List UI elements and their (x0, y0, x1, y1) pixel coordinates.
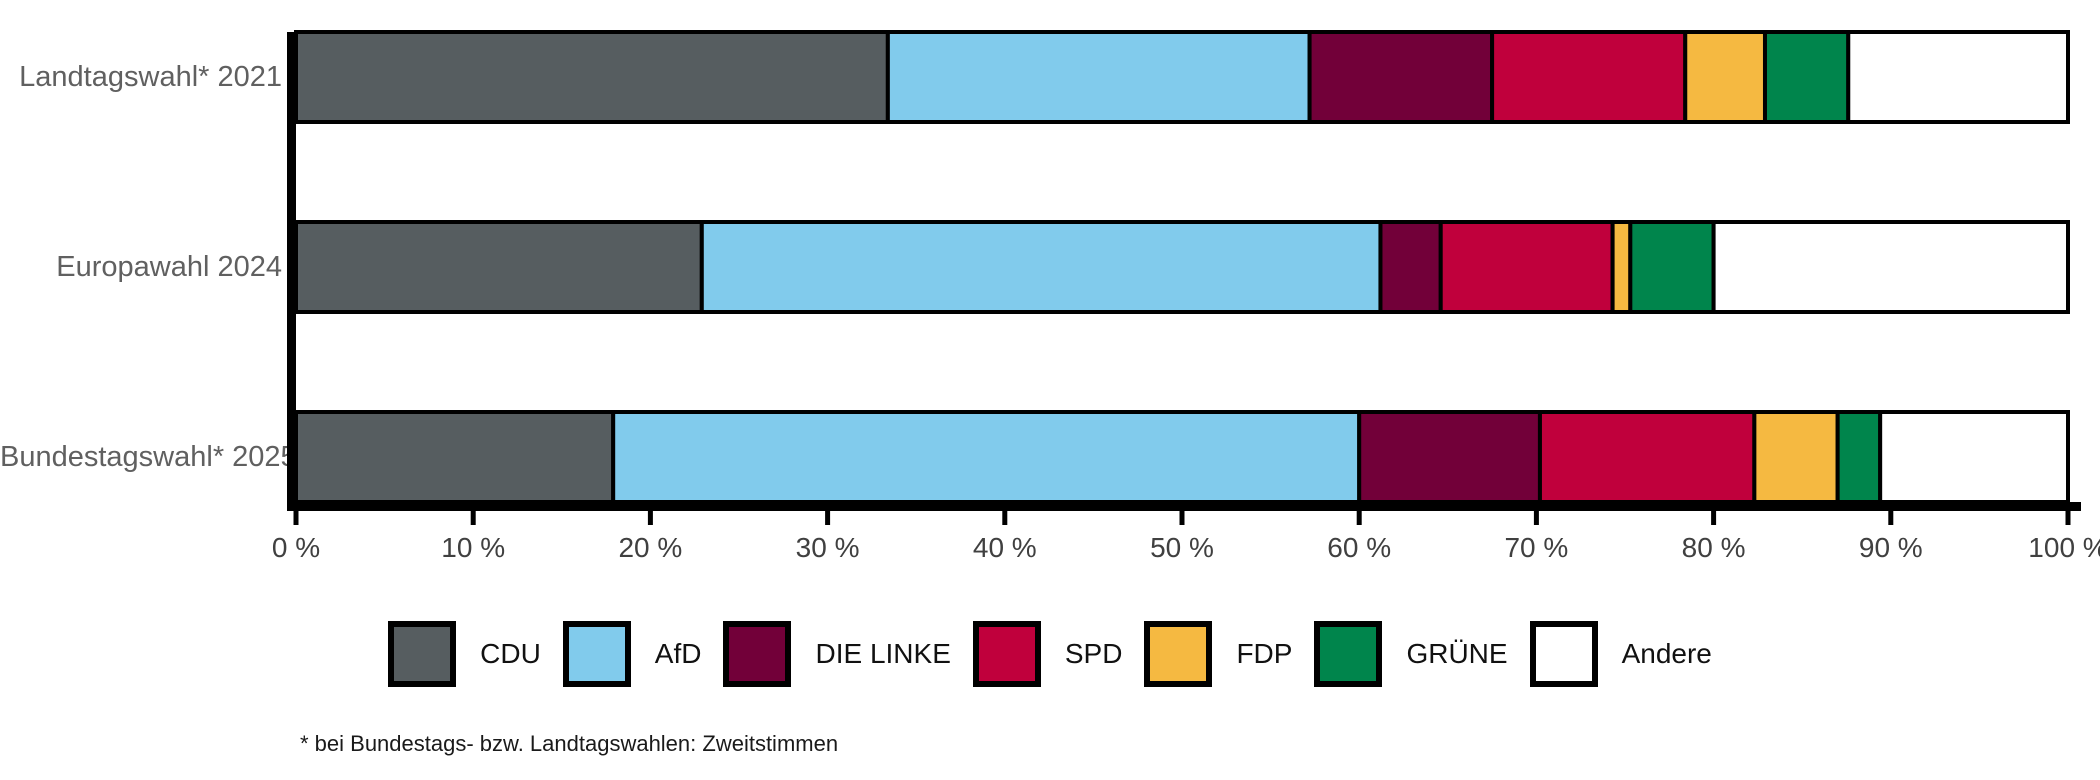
x-tick-mark (1002, 511, 1008, 525)
legend-label-cdu: CDU (480, 638, 541, 669)
legend: CDU AfD DIE LINKE SPD FDP GRÜNE Andere (0, 618, 2100, 690)
x-tick-label-30: 30 % (795, 532, 860, 563)
bar-segment-cdu-landtagswahl-2021 (294, 30, 890, 124)
bar-segment-fdp-europawahl-2024 (1610, 220, 1633, 314)
legend-item-andere: Andere (1529, 621, 1712, 687)
x-tick-label-0: 0 % (271, 532, 321, 563)
legend-label-spd: SPD (1064, 638, 1123, 669)
legend-item-cdu: CDU (388, 621, 541, 687)
legend-label-fdp: FDP (1236, 638, 1293, 669)
bar-segment-cdu-europawahl-2024 (294, 220, 704, 314)
legend-label-andere: Andere (1621, 638, 1712, 669)
x-tick-mark (647, 511, 653, 525)
x-tick-label-60: 60 % (1327, 532, 1392, 563)
x-tick-mark (825, 511, 831, 525)
x-tick-label-90: 90 % (1858, 532, 1923, 563)
bar-segment-gruene-bundestagswahl-2025 (1835, 410, 1883, 504)
x-tick-mark (2065, 511, 2071, 525)
x-tick-mark (293, 511, 299, 525)
legend-item-die-linke: DIE LINKE (723, 621, 951, 687)
legend-swatch-andere (1529, 621, 1598, 687)
y-axis-line (287, 32, 296, 511)
stacked-bar-plot (287, 30, 2081, 525)
x-tick-label-50: 50 % (1150, 532, 1214, 563)
bar-segment-andere-europawahl-2024 (1711, 220, 2070, 314)
bar-segment-fdp-bundestagswahl-2025 (1752, 410, 1840, 504)
x-tick-label-20: 20 % (618, 532, 683, 563)
x-axis-line (287, 502, 2081, 511)
x-tick-mark (1711, 511, 1717, 525)
bar-segment-afd-bundestagswahl-2025 (611, 410, 1362, 504)
bar-segment-afd-europawahl-2024 (699, 220, 1383, 314)
legend-swatch-gruene (1314, 621, 1383, 687)
bar-segment-gruene-landtagswahl-2021 (1762, 30, 1851, 124)
bar-segment-die-linke-landtagswahl-2021 (1307, 30, 1495, 124)
x-tick-mark (1888, 511, 1894, 525)
x-tick-label-10: 10 % (441, 532, 506, 563)
bar-segment-fdp-landtagswahl-2021 (1683, 30, 1767, 124)
bar-segment-gruene-europawahl-2024 (1628, 220, 1716, 314)
bar-segment-andere-landtagswahl-2021 (1846, 30, 2070, 124)
legend-swatch-fdp (1144, 621, 1213, 687)
x-tick-label-40: 40 % (972, 532, 1037, 563)
legend-item-gruene: GRÜNE (1314, 621, 1508, 687)
footnote: * bei Bundestags- bzw. Landtagswahlen: Z… (300, 731, 839, 756)
bar-segment-spd-bundestagswahl-2025 (1537, 410, 1757, 504)
x-tick-mark (1179, 511, 1185, 525)
bar-segment-andere-bundestagswahl-2025 (1878, 410, 2070, 504)
x-tick-mark (470, 511, 476, 525)
bar-segment-die-linke-europawahl-2024 (1378, 220, 1443, 314)
legend-item-fdp: FDP (1144, 621, 1292, 687)
category-label-europawahl-2024: Europawahl 2024 (56, 251, 282, 283)
legend-label-die-linke: DIE LINKE (815, 638, 951, 669)
legend-item-afd: AfD (562, 621, 702, 687)
category-label-bundestagswahl-2025: Bundestagswahl* 2025 (0, 441, 297, 473)
legend-swatch-spd (972, 621, 1041, 687)
bar-segment-cdu-bundestagswahl-2025 (294, 410, 616, 504)
x-tick-mark (1356, 511, 1362, 525)
legend-swatch-afd (562, 621, 631, 687)
legend-label-gruene: GRÜNE (1406, 638, 1508, 669)
bar-segment-spd-landtagswahl-2021 (1490, 30, 1688, 124)
bar-segment-afd-landtagswahl-2021 (885, 30, 1312, 124)
category-label-landtagswahl-2021: Landtagswahl* 2021 (19, 61, 282, 93)
bar-segment-spd-europawahl-2024 (1438, 220, 1615, 314)
x-tick-label-70: 70 % (1504, 532, 1569, 563)
legend-swatch-cdu (388, 621, 457, 687)
x-tick-mark (1533, 511, 1539, 525)
legend-item-spd: SPD (972, 621, 1123, 687)
bar-segment-die-linke-bundestagswahl-2025 (1357, 410, 1542, 504)
legend-label-afd: AfD (654, 638, 702, 669)
legend-swatch-die-linke (723, 621, 792, 687)
x-tick-label-80: 80 % (1681, 532, 1746, 563)
x-tick-label-100: 100 % (2028, 532, 2100, 563)
